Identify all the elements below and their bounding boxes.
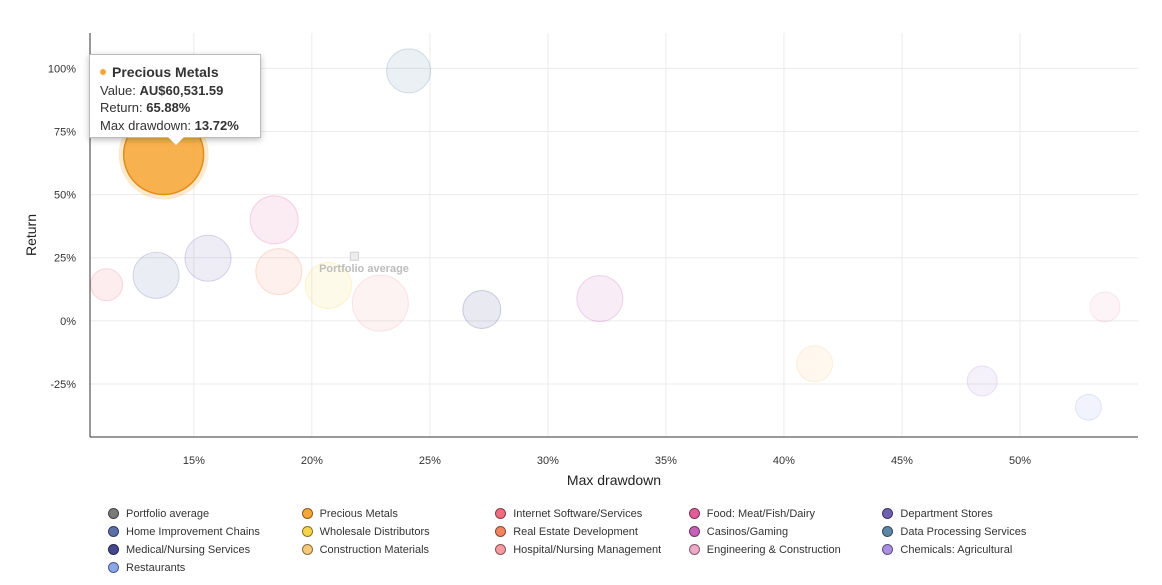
legend-label: Department Stores <box>900 508 993 520</box>
legend-label: Data Processing Services <box>900 526 1027 538</box>
y-tick-label: 50% <box>54 190 76 202</box>
tooltip-title-row: Precious Metals <box>100 64 250 82</box>
grid <box>90 33 1138 437</box>
legend-item-food-meat-fish-dairy[interactable]: Food: Meat/Fish/Dairy <box>688 507 815 521</box>
legend-item-data-processing-services[interactable]: Data Processing Services <box>882 525 1026 539</box>
tooltip-return-value: 65.88% <box>146 100 191 115</box>
legend-swatch <box>108 508 119 519</box>
legend-swatch <box>301 508 313 519</box>
legend-item-department-stores[interactable]: Department Stores <box>882 507 993 521</box>
legend-item-home-improvement-chains[interactable]: Home Improvement Chains <box>108 525 260 539</box>
legend-label: Casinos/Gaming <box>706 526 789 538</box>
legend-label: Wholesale Distributors <box>319 526 430 538</box>
x-tick-label: 50% <box>1009 455 1031 467</box>
x-tick-label: 15% <box>183 455 205 467</box>
bubble-hospital-nursing-management[interactable] <box>351 274 409 332</box>
legend-swatch <box>882 526 894 537</box>
legend-swatch <box>495 544 507 555</box>
legend-swatch <box>108 562 119 573</box>
legend-item-medical-nursing-services[interactable]: Medical/Nursing Services <box>108 543 250 557</box>
bubble-data-processing-services[interactable] <box>386 48 432 94</box>
x-tick-label: 40% <box>773 455 795 467</box>
tooltip-value-row: Value: AU$60,531.59 <box>100 82 250 100</box>
bubble-home-improvement-chains[interactable] <box>132 251 180 299</box>
tooltip: Precious Metals Value: AU$60,531.59 Retu… <box>89 54 261 138</box>
x-tick-label: 35% <box>655 455 677 467</box>
legend-item-portfolio-average[interactable]: Portfolio average <box>108 507 209 521</box>
legend-label: Real Estate Development <box>513 526 638 538</box>
bubble-casinos-gaming[interactable] <box>576 275 624 323</box>
legend-label: Restaurants <box>126 562 186 574</box>
x-axis-title: Max drawdown <box>567 472 661 488</box>
tooltip-color-dot <box>100 69 106 75</box>
x-tick-label: 25% <box>419 455 441 467</box>
legend-swatch <box>495 526 507 537</box>
bubble-real-estate-development[interactable] <box>255 248 303 296</box>
tooltip-drawdown-row: Max drawdown: 13.72% <box>100 117 250 135</box>
tooltip-return-row: Return: 65.88% <box>100 99 250 117</box>
legend-swatch <box>301 526 313 537</box>
legend-swatch <box>882 508 894 519</box>
y-tick-label: 75% <box>54 126 76 138</box>
legend-label: Engineering & Construction <box>706 544 841 556</box>
x-tick-label: 30% <box>537 455 559 467</box>
legend-swatch <box>688 544 700 555</box>
tooltip-arrow <box>168 137 184 145</box>
legend-swatch <box>108 526 119 537</box>
bubble-chemicals-agricultural[interactable] <box>966 365 998 397</box>
legend-item-chemicals-agricultural[interactable]: Chemicals: Agricultural <box>882 543 1012 557</box>
bubble-food-meat-fish-dairy[interactable] <box>249 195 299 245</box>
legend-swatch <box>688 508 700 519</box>
tooltip-drawdown-value: 13.72% <box>194 117 239 133</box>
bubble-department-stores[interactable] <box>184 234 232 282</box>
legend-swatch <box>108 544 119 555</box>
y-tick-label: 25% <box>54 253 76 265</box>
legend-swatch <box>495 508 507 519</box>
legend-label: Precious Metals <box>319 508 398 520</box>
legend-item-casinos-gaming[interactable]: Casinos/Gaming <box>688 525 789 539</box>
tooltip-value-label: Value: <box>100 82 136 98</box>
legend-label: Medical/Nursing Services <box>126 544 251 556</box>
x-tick-label: 45% <box>891 455 913 467</box>
legend-label: Internet Software/Services <box>513 508 643 520</box>
legend-label: Portfolio average <box>126 508 210 520</box>
x-tick-label: 20% <box>301 455 323 467</box>
legend-item-internet-software-services[interactable]: Internet Software/Services <box>495 507 642 521</box>
legend-label: Chemicals: Agricultural <box>900 544 1013 556</box>
legend-label: Hospital/Nursing Management <box>513 544 662 556</box>
legend-item-precious-metals[interactable]: Precious Metals <box>301 507 398 521</box>
tooltip-title: Precious Metals <box>112 64 219 80</box>
legend-swatch <box>301 544 313 555</box>
bubble-construction-materials[interactable] <box>796 345 834 383</box>
legend-label: Construction Materials <box>319 544 430 556</box>
tick-labels: 15% 20% 25% 30% 35% 40% 45% 50% -25% 0% 25% 50% 75% 1… <box>48 63 1031 467</box>
legend-item-engineering-construction[interactable]: Engineering & Construction <box>688 543 841 557</box>
legend-item-real-estate-development[interactable]: Real Estate Development <box>495 525 638 539</box>
y-tick-label: 0% <box>60 316 76 328</box>
legend-swatch <box>688 526 700 537</box>
annotation-portfolio-average: Portfolio average <box>319 263 409 275</box>
bubble-portfolio-average[interactable] <box>349 251 359 261</box>
legend-swatch <box>882 544 894 555</box>
legend-label: Food: Meat/Fish/Dairy <box>706 508 815 520</box>
bubble-wholesale-distributors[interactable] <box>304 262 352 309</box>
bubble-restaurants[interactable] <box>1074 393 1102 421</box>
tooltip-return-label: Return: <box>100 100 143 115</box>
y-tick-label: -25% <box>50 379 76 391</box>
legend-item-wholesale-distributors[interactable]: Wholesale Distributors <box>301 525 430 539</box>
legend-item-hospital-nursing-management[interactable]: Hospital/Nursing Management <box>495 543 661 557</box>
tooltip-drawdown-label: Max drawdown: <box>100 117 192 133</box>
y-tick-label: 100% <box>48 63 76 75</box>
legend-label: Home Improvement Chains <box>126 526 260 538</box>
tooltip-value: AU$60,531.59 <box>139 82 224 98</box>
bubble-engineering-construction[interactable] <box>1089 291 1121 323</box>
legend-item-restaurants[interactable]: Restaurants <box>108 561 185 575</box>
legend-item-construction-materials[interactable]: Construction Materials <box>301 543 430 557</box>
bubble-internet-software-services[interactable] <box>90 268 124 302</box>
bubble-medical-nursing-services[interactable] <box>462 289 502 329</box>
y-axis-title: Return <box>23 214 39 256</box>
